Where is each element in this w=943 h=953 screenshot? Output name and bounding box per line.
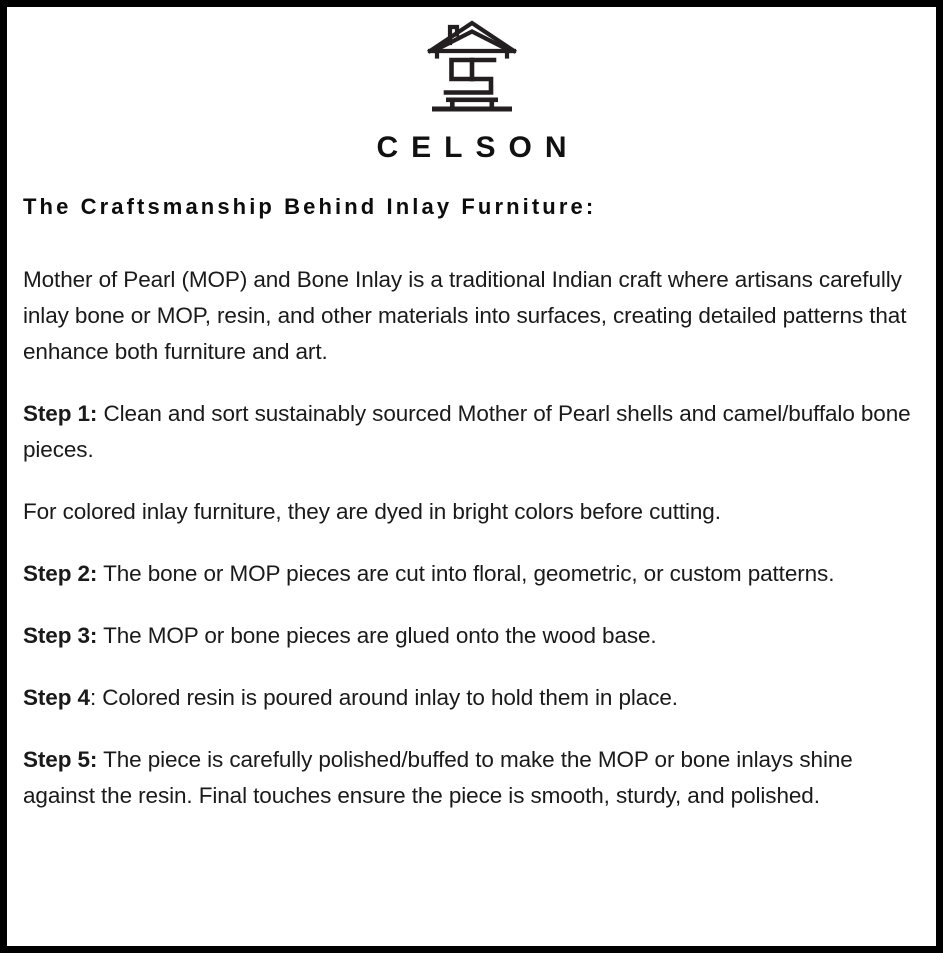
paragraph-intro: Mother of Pearl (MOP) and Bone Inlay is … — [23, 262, 920, 370]
brand-block: CELSON — [23, 15, 920, 163]
brand-name: CELSON — [376, 131, 580, 164]
paragraph-text: The bone or MOP pieces are cut into flor… — [97, 561, 835, 587]
card-inner: CELSON The Craftsmanship Behind Inlay Fu… — [7, 7, 936, 946]
paragraph-text: Mother of Pearl (MOP) and Bone Inlay is … — [23, 267, 907, 365]
paragraph-lead: Step 2: — [23, 561, 98, 587]
page-title: The Craftsmanship Behind Inlay Furniture… — [23, 194, 597, 219]
body-copy: Mother of Pearl (MOP) and Bone Inlay is … — [23, 262, 920, 814]
paragraph-text: For colored inlay furniture, they are dy… — [23, 499, 721, 525]
paragraph-step-1: Step 1: Clean and sort sustainably sourc… — [23, 396, 920, 468]
paragraph-step-5: Step 5: The piece is carefully polished/… — [23, 742, 920, 814]
paragraph-text: : Colored resin is poured around inlay t… — [89, 685, 678, 711]
house-monogram-logo-icon — [426, 20, 517, 112]
paragraph-text: The piece is carefully polished/buffed t… — [23, 747, 853, 809]
paragraph-lead: Step 4 — [23, 685, 90, 711]
paragraph-step-3: Step 3: The MOP or bone pieces are glued… — [23, 618, 920, 654]
paragraph-step-2: Step 2: The bone or MOP pieces are cut i… — [23, 556, 920, 592]
paragraph-text: Clean and sort sustainably sourced Mothe… — [23, 401, 911, 463]
paragraph-colored-inlay: For colored inlay furniture, they are dy… — [23, 494, 920, 530]
paragraph-lead: Step 1: — [23, 401, 98, 427]
paragraph-step-4: Step 4: Colored resin is poured around i… — [23, 680, 920, 716]
paragraph-text: The MOP or bone pieces are glued onto th… — [97, 623, 657, 649]
paragraph-lead: Step 5: — [23, 747, 98, 773]
paragraph-lead: Step 3: — [23, 623, 98, 649]
